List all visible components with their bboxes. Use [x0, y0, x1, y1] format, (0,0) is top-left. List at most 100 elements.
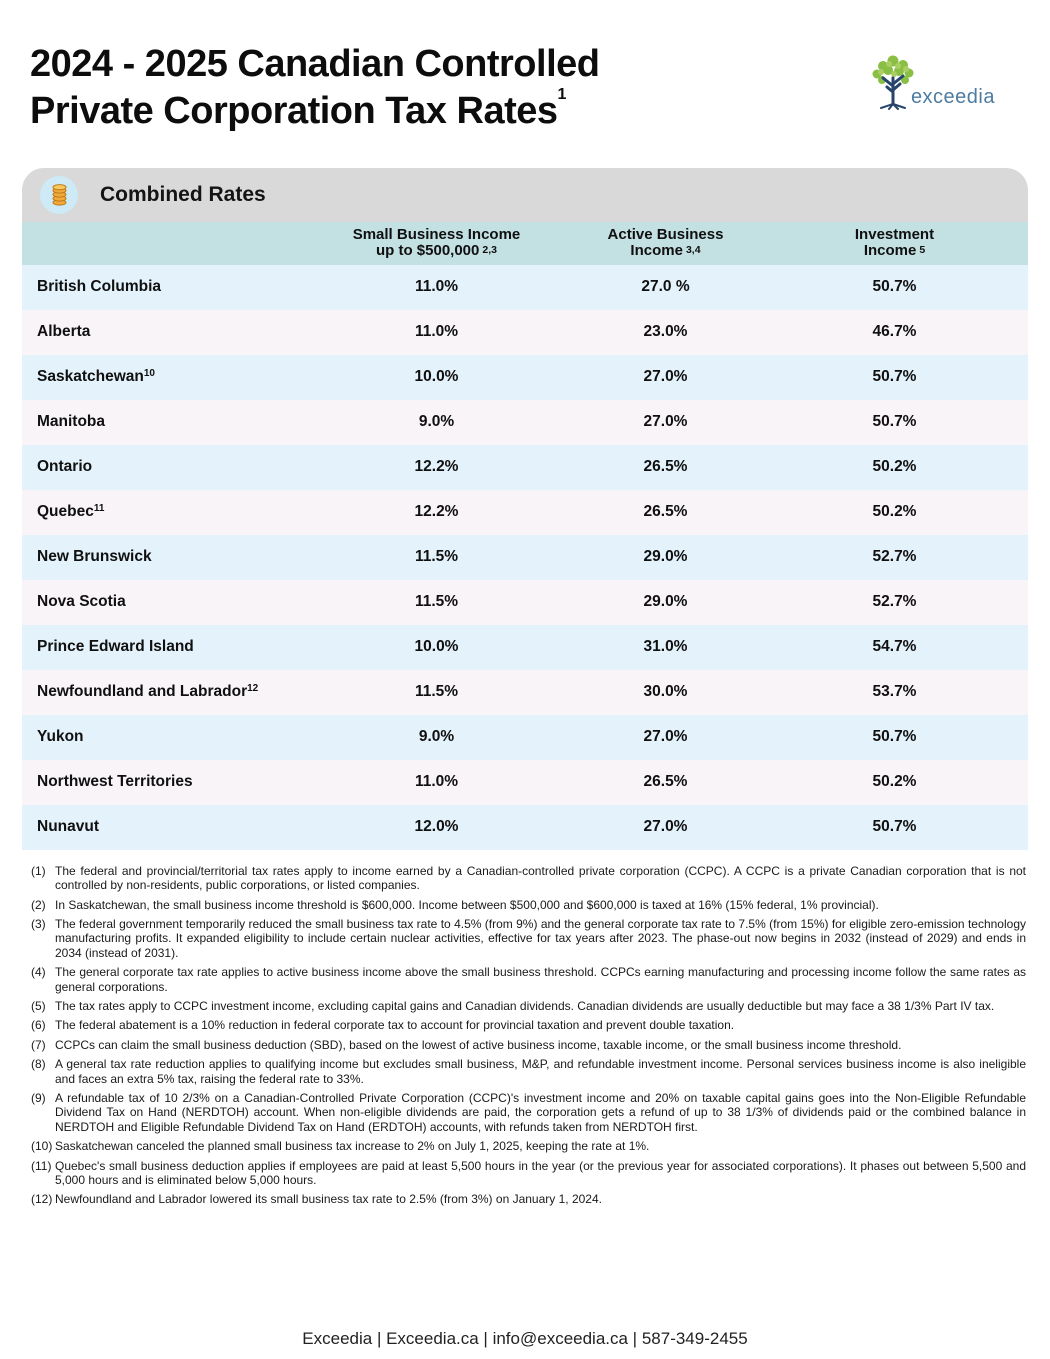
small-business-value: 10.0%: [414, 368, 459, 386]
province-sup: 11: [93, 503, 105, 515]
investment-value: 50.7%: [872, 368, 917, 386]
active-business-value: 29.0%: [643, 593, 688, 611]
small-business-value: 11.0%: [414, 323, 459, 341]
investment-value: 52.7%: [872, 548, 917, 566]
footnote-number: (7): [31, 1037, 46, 1052]
page-title-line1: 2024 - 2025 Canadian Controlled: [30, 43, 600, 85]
footnote-text: The general corporate tax rate applies t…: [55, 965, 1026, 994]
active-business-value: 27.0 %: [641, 278, 690, 296]
title-footnote-ref: 1: [557, 86, 567, 104]
province-name: Nova Scotia: [37, 593, 126, 611]
footnote-item: (11) Quebec's small business deduction a…: [31, 1159, 1028, 1188]
footnote-number: (12): [31, 1192, 53, 1207]
investment-value: 50.7%: [872, 818, 917, 836]
investment-value: 50.2%: [872, 773, 917, 791]
footnotes-list: (1) The federal and provincial/territori…: [31, 864, 1028, 1207]
footnote-text: The federal government temporarily reduc…: [55, 917, 1026, 960]
footnote-text: The tax rates apply to CCPC investment i…: [55, 999, 995, 1014]
province-name: Quebec: [37, 503, 94, 521]
active-business-value: 26.5%: [643, 503, 688, 521]
small-business-value: 11.0%: [414, 278, 459, 296]
province-name: Prince Edward Island: [37, 638, 194, 656]
province-name: Nunavut: [37, 818, 99, 836]
footnote-number: (1): [31, 863, 46, 878]
investment-value: 52.7%: [872, 593, 917, 611]
table-row: Nova Scotia 11.5% 29.0% 52.7%: [22, 579, 1028, 625]
footnote-number: (2): [31, 897, 46, 912]
footnote-item: (6) The federal abatement is a 10% reduc…: [31, 1018, 1028, 1032]
province-sup: 10: [143, 368, 155, 380]
footnote-number: (6): [31, 1018, 46, 1033]
investment-value: 50.2%: [872, 503, 917, 521]
small-business-value: 11.5%: [414, 593, 459, 611]
province-name: Northwest Territories: [37, 773, 193, 791]
page-title-line2: Private Corporation Tax Rates1: [30, 86, 567, 133]
table-row: Alberta 11.0% 23.0% 46.7%: [22, 309, 1028, 355]
province-name: Yukon: [37, 728, 84, 746]
province-name: Alberta: [37, 323, 91, 341]
footnote-text: Newfoundland and Labrador lowered its sm…: [55, 1192, 602, 1207]
small-business-value: 11.5%: [414, 548, 459, 566]
column-header-small-business: Small Business Income up to $500,000 2,3: [352, 225, 521, 260]
table-body: British Columbia 11.0% 27.0 % 50.7% Albe…: [22, 264, 1028, 850]
province-name: Ontario: [37, 458, 93, 476]
footnote-item: (5) The tax rates apply to CCPC investme…: [31, 999, 1028, 1013]
combined-rates-banner: Combined Rates: [22, 167, 1028, 222]
logo-wordmark: exceedia: [910, 86, 995, 108]
tree-icon: [869, 54, 917, 115]
footnote-text: Quebec's small business deduction applie…: [55, 1158, 1026, 1187]
footnote-text: Saskatchewan canceled the planned small …: [55, 1139, 650, 1154]
footnote-item: (3) The federal government temporarily r…: [31, 917, 1028, 960]
exceedia-logo: exceedia: [869, 54, 995, 115]
table-row: Prince Edward Island 10.0% 31.0% 54.7%: [22, 624, 1028, 670]
footnote-item: (7) CCPCs can claim the small business d…: [31, 1038, 1028, 1052]
footnote-number: (3): [31, 917, 46, 932]
active-business-value: 27.0%: [643, 368, 688, 386]
active-business-value: 31.0%: [643, 638, 688, 656]
investment-value: 50.7%: [872, 728, 917, 746]
investment-value: 50.7%: [872, 413, 917, 431]
province-name: Saskatchewan: [37, 368, 144, 386]
active-business-value: 26.5%: [643, 458, 688, 476]
small-business-value: 12.2%: [414, 458, 459, 476]
table-row: Ontario 12.2% 26.5% 50.2%: [22, 444, 1028, 490]
page-title: 2024 - 2025 Canadian Controlled Private …: [30, 42, 600, 134]
investment-value: 50.2%: [872, 458, 917, 476]
section-title: Combined Rates: [100, 182, 266, 206]
footnote-item: (12) Newfoundland and Labrador lowered i…: [31, 1192, 1028, 1206]
table-row: New Brunswick 11.5% 29.0% 52.7%: [22, 534, 1028, 580]
investment-value: 46.7%: [872, 323, 917, 341]
footnote-text: In Saskatchewan, the small business inco…: [55, 897, 879, 912]
footnote-item: (2) In Saskatchewan, the small business …: [31, 898, 1028, 912]
footnote-item: (8) A general tax rate reduction applies…: [31, 1057, 1028, 1086]
table-row: Nunavut 12.0% 27.0% 50.7%: [22, 804, 1028, 850]
province-name: Manitoba: [37, 413, 106, 431]
table-row: Newfoundland and Labrador12 11.5% 30.0% …: [22, 669, 1028, 715]
table-row: Yukon 9.0% 27.0% 50.7%: [22, 714, 1028, 760]
footnote-item: (4) The general corporate tax rate appli…: [31, 965, 1028, 994]
combined-rates-card: Combined Rates Small Business Income up …: [22, 167, 1028, 850]
footnote-number: (8): [31, 1057, 46, 1072]
footnote-item: (9) A refundable tax of 10 2/3% on a Can…: [31, 1091, 1028, 1134]
small-business-value: 12.2%: [414, 503, 459, 521]
table-row: Manitoba 9.0% 27.0% 50.7%: [22, 399, 1028, 445]
investment-value: 54.7%: [872, 638, 917, 656]
small-business-value: 10.0%: [414, 638, 459, 656]
footnote-text: The federal abatement is a 10% reduction…: [55, 1018, 735, 1033]
investment-value: 53.7%: [872, 683, 917, 701]
small-business-value: 12.0%: [414, 818, 459, 836]
province-name: Newfoundland and Labrador: [37, 683, 248, 701]
active-business-value: 23.0%: [643, 323, 688, 341]
active-business-value: 26.5%: [643, 773, 688, 791]
active-business-value: 27.0%: [643, 818, 688, 836]
footnote-number: (11): [31, 1158, 52, 1173]
footnote-number: (4): [31, 965, 46, 980]
footnote-item: (10) Saskatchewan canceled the planned s…: [31, 1139, 1028, 1153]
small-business-value: 9.0%: [418, 413, 455, 431]
column-header-investment: Investment Income 5: [854, 225, 935, 260]
table-row: Northwest Territories 11.0% 26.5% 50.2%: [22, 759, 1028, 805]
active-business-value: 29.0%: [643, 548, 688, 566]
table-row: Saskatchewan10 10.0% 27.0% 50.7%: [22, 354, 1028, 400]
province-sup: 12: [247, 683, 259, 695]
province-name: British Columbia: [37, 278, 162, 296]
